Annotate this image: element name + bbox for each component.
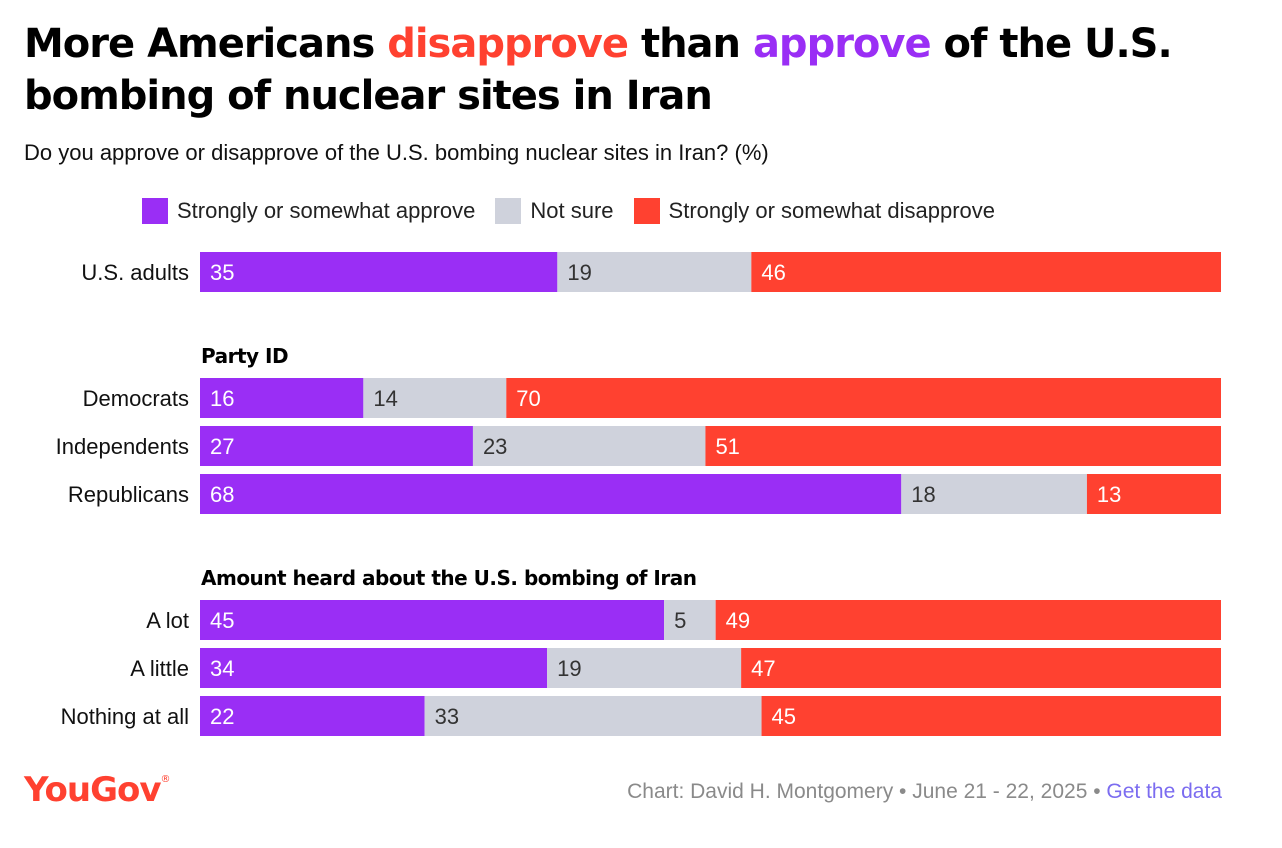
data-label-disapprove: 51 (715, 434, 739, 459)
data-label-approve: 45 (210, 608, 234, 633)
group-heading: Party ID (201, 344, 288, 368)
yougov-logo: YouGov® (24, 770, 171, 810)
legend-label-disapprove: Strongly or somewhat disapprove (668, 198, 996, 223)
data-label-approve: 35 (210, 260, 234, 285)
data-label-disapprove: 49 (726, 608, 750, 633)
data-label-not-sure: 14 (373, 386, 397, 411)
bar-segment-disapprove (741, 648, 1221, 688)
bar-segment-not-sure (424, 696, 762, 736)
legend-swatch-not-sure (495, 198, 522, 224)
bar-segment-not-sure (472, 426, 706, 466)
bar-segment-not-sure (557, 252, 752, 292)
title-part-2: than (628, 21, 753, 67)
chart-title: More Americans disapprove than approve o… (24, 18, 1264, 122)
title-highlight-disapprove: disapprove (387, 21, 629, 67)
legend: Strongly or somewhat approve Not sure St… (142, 193, 1015, 229)
row-label: A lot (146, 608, 189, 633)
bar-segment-disapprove (761, 696, 1221, 736)
bar-segment-disapprove (715, 600, 1221, 640)
bar-segment-disapprove (506, 378, 1221, 418)
data-label-approve: 16 (210, 386, 234, 411)
data-label-approve: 34 (210, 656, 234, 681)
data-label-approve: 22 (210, 704, 234, 729)
bar-segment-approve (200, 252, 558, 292)
bar-segment-approve (200, 378, 364, 418)
data-label-approve: 68 (210, 482, 234, 507)
bar-segment-approve (200, 474, 902, 514)
legend-item-not-sure: Not sure (495, 198, 614, 224)
data-label-approve: 27 (210, 434, 234, 459)
data-label-not-sure: 19 (567, 260, 591, 285)
row-label: Nothing at all (61, 704, 189, 729)
data-label-not-sure: 18 (911, 482, 935, 507)
row-label: A little (130, 656, 189, 681)
bar-segment-approve (200, 426, 473, 466)
bar-segment-not-sure (664, 600, 716, 640)
data-label-disapprove: 46 (761, 260, 785, 285)
data-label-disapprove: 45 (772, 704, 796, 729)
row-label: U.S. adults (81, 260, 189, 285)
legend-swatch-approve (142, 198, 168, 224)
bar-segment-not-sure (547, 648, 742, 688)
group-heading: Amount heard about the U.S. bombing of I… (201, 566, 696, 590)
title-part-3: of the U.S. bombing of nuclear sites in … (24, 21, 1173, 119)
credit-text: Chart: David H. Montgomery • June 21 - 2… (627, 780, 1107, 803)
legend-item-approve: Strongly or somewhat approve (142, 198, 475, 224)
bar-segment-not-sure (901, 474, 1087, 514)
row-label: Independents (56, 434, 189, 459)
bar-segment-approve (200, 696, 425, 736)
legend-label-approve: Strongly or somewhat approve (177, 198, 476, 223)
data-label-not-sure: 33 (435, 704, 459, 729)
yougov-logo-text: YouGov (24, 770, 161, 810)
footer-credit: Chart: David H. Montgomery • June 21 - 2… (627, 780, 1222, 804)
data-label-disapprove: 47 (751, 656, 775, 681)
bar-segment-not-sure (363, 378, 507, 418)
bar-segment-disapprove (1086, 474, 1221, 514)
legend-swatch-disapprove (633, 198, 660, 224)
title-part-1: More Americans (24, 21, 388, 67)
data-label-disapprove: 13 (1097, 482, 1121, 507)
legend-item-disapprove: Strongly or somewhat disapprove (633, 198, 996, 224)
get-the-data-link[interactable]: Get the data (1106, 780, 1222, 803)
bar-segment-approve (200, 648, 548, 688)
row-label: Democrats (83, 386, 189, 411)
bar-segment-disapprove (751, 252, 1221, 292)
registered-mark: ® (160, 774, 171, 785)
bar-segment-approve (200, 600, 665, 640)
data-label-not-sure: 19 (557, 656, 581, 681)
data-label-not-sure: 5 (674, 608, 686, 633)
data-label-disapprove: 70 (516, 386, 540, 411)
bar-segment-disapprove (705, 426, 1221, 466)
title-highlight-approve: approve (752, 21, 932, 67)
chart-subtitle: Do you approve or disapprove of the U.S.… (24, 140, 769, 165)
legend-label-not-sure: Not sure (530, 198, 614, 223)
row-label: Republicans (68, 482, 189, 507)
data-label-not-sure: 23 (483, 434, 507, 459)
